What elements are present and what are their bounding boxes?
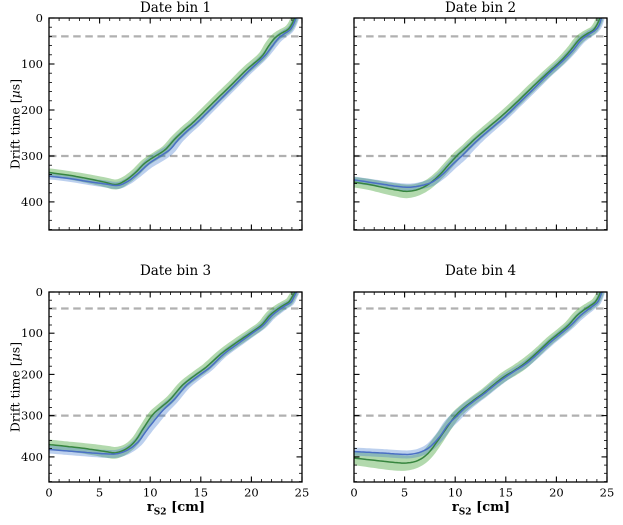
x-tick-label: 20 <box>244 486 259 500</box>
blue-line <box>354 292 603 456</box>
x-tick-label: 10 <box>143 486 158 500</box>
x-tick-label: 25 <box>295 486 310 500</box>
x-tick-label: 20 <box>549 486 564 500</box>
blue-band <box>49 292 300 458</box>
blue-line <box>354 18 603 188</box>
x-symbol: r <box>451 500 459 515</box>
green-line <box>354 292 602 464</box>
y-tick-label: 400 <box>21 195 43 209</box>
panel-title-3: Date bin 3 <box>139 263 212 279</box>
panel-2-plot-area <box>354 18 607 199</box>
y-tick-label: 200 <box>21 367 43 381</box>
panel-1-plot-area <box>49 18 302 190</box>
x-tick-label: 5 <box>401 486 408 500</box>
green-line <box>49 292 296 454</box>
blue-band <box>49 18 299 190</box>
blue-band <box>354 292 605 459</box>
y-axis-label-unit: s] <box>7 78 23 91</box>
green-line <box>49 18 296 186</box>
panel-4-plot-area <box>354 292 607 471</box>
y-tick-label: 0 <box>36 11 43 25</box>
y-axis-label-top: Drift time [µs] <box>8 79 23 169</box>
axes-frame <box>353 17 608 231</box>
y-axis-label-text: Drift time [ <box>7 361 23 433</box>
x-tick-label: 15 <box>193 486 208 500</box>
x-subscript: S2 <box>458 507 472 518</box>
blue-band <box>354 18 605 191</box>
green-band <box>49 292 299 459</box>
panel-title-4: Date bin 4 <box>444 263 517 279</box>
mu-symbol: µ <box>7 353 23 362</box>
green-band <box>49 18 298 190</box>
ticks <box>353 291 608 483</box>
panel-3: 0 5 10 15 20 25 0 100 200 300 400 <box>21 285 309 500</box>
y-axis-label-unit: s] <box>7 341 23 354</box>
y-tick-label: 400 <box>21 450 43 464</box>
y-axis-label-bottom: Drift time [µs] <box>8 342 23 432</box>
panel-title-1: Date bin 1 <box>139 0 212 16</box>
axes-frame <box>353 291 608 483</box>
axes-frame <box>48 17 303 231</box>
blue-line <box>49 292 298 455</box>
y-tick-label: 100 <box>21 326 43 340</box>
x-unit: [cm] <box>171 500 206 515</box>
x-unit: [cm] <box>476 500 511 515</box>
x-subscript: S2 <box>153 507 167 518</box>
x-axis-label-left: rS2 [cm] <box>147 500 205 518</box>
panel-1: 0 100 200 300 400 <box>21 11 303 231</box>
x-tick-label: 25 <box>600 486 615 500</box>
green-line <box>354 18 601 193</box>
mu-symbol: µ <box>7 90 23 99</box>
x-tick-label: 0 <box>45 486 52 500</box>
panel-title-2: Date bin 2 <box>444 0 517 16</box>
y-tick-label: 300 <box>21 409 43 423</box>
blue-line <box>49 18 297 187</box>
y-tick-label: 300 <box>21 149 43 163</box>
x-tick-label: 15 <box>498 486 513 500</box>
x-tick-label: 5 <box>96 486 103 500</box>
ticks <box>48 17 303 230</box>
green-band <box>354 292 604 471</box>
y-axis-label-text: Drift time [ <box>7 98 23 170</box>
ticks <box>48 291 303 483</box>
y-tick-label: 200 <box>21 103 43 117</box>
ticks <box>353 17 608 230</box>
panel-2 <box>353 17 608 231</box>
x-tick-label: 0 <box>350 486 357 500</box>
panel-3-plot-area <box>49 292 302 459</box>
x-tick-label: 10 <box>448 486 463 500</box>
y-tick-label: 0 <box>36 285 43 299</box>
axes-frame <box>48 291 303 483</box>
panel-4: 0 5 10 15 20 25 <box>350 291 614 500</box>
x-symbol: r <box>146 500 154 515</box>
green-band <box>354 18 604 199</box>
y-tick-label: 100 <box>21 57 43 71</box>
x-axis-label-right: rS2 [cm] <box>452 500 510 518</box>
